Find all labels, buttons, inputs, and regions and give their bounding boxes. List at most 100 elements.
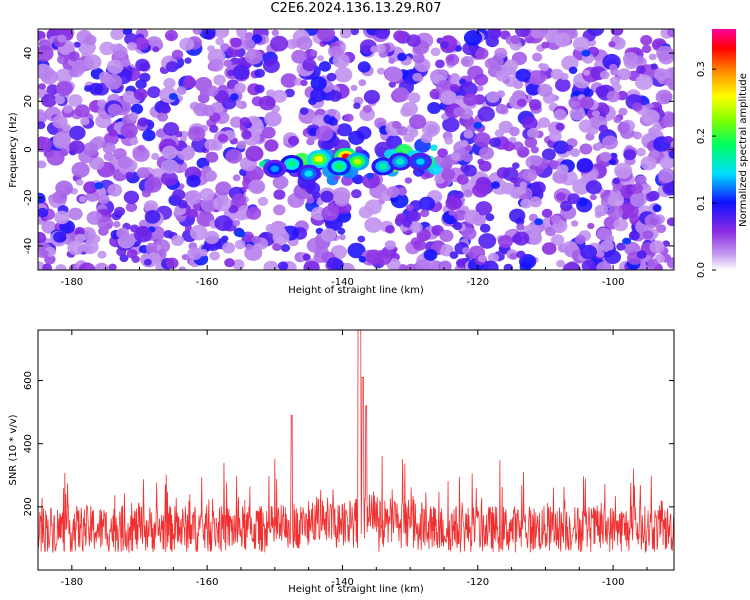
- heatmap-blob: [339, 29, 352, 39]
- heatmap-blob: [123, 190, 140, 204]
- heatmap-blob: [631, 183, 643, 194]
- heatmap-blob: [602, 135, 618, 150]
- heatmap-blob: [587, 29, 605, 37]
- heatmap-hotspot: [395, 158, 405, 165]
- heatmap-blob: [311, 114, 327, 128]
- heatmap-blob: [570, 148, 581, 158]
- heatmap-blob: [38, 192, 46, 204]
- heatmap-blob: [633, 131, 643, 140]
- heatmap-blob: [656, 45, 674, 61]
- heatmap-blob: [527, 128, 540, 139]
- snr-frame: [37, 329, 675, 571]
- heatmap-panel: -180 -160 -140 -120 -100 -40 -20 0 20 40 Height …: [8, 28, 675, 296]
- heatmap-blob: [284, 88, 295, 98]
- heatmap-blob: [640, 35, 653, 46]
- heatmap-blob: [38, 207, 49, 218]
- heatmap-blob: [74, 226, 85, 237]
- heatmap-blob: [205, 151, 219, 163]
- heatmap-blob: [447, 55, 455, 62]
- heatmap-blob: [656, 224, 667, 234]
- colorbar-tick-label: 0.3: [696, 61, 707, 77]
- heatmap-blob: [666, 257, 674, 269]
- heatmap-blob: [199, 29, 216, 40]
- heatmap-blob: [94, 262, 109, 270]
- heatmap-speck: [622, 237, 632, 245]
- heatmap-blob: [38, 45, 54, 62]
- heatmap-hotspot: [334, 163, 344, 170]
- heatmap-blob: [587, 222, 595, 230]
- heatmap-blob: [485, 213, 495, 222]
- heatmap-blob: [386, 186, 400, 198]
- heatmap-blob: [409, 221, 423, 233]
- heatmap-blob: [427, 102, 441, 114]
- heatmap-blob: [319, 29, 331, 39]
- heatmap-blob: [384, 240, 396, 251]
- x-tick-label: -180: [60, 277, 83, 288]
- heatmap-blob: [112, 221, 121, 228]
- heatmap-blob: [184, 57, 192, 64]
- heatmap-blob: [272, 175, 289, 190]
- heatmap-blob: [271, 29, 280, 36]
- colorbar-tick-label: 0.0: [696, 262, 707, 278]
- heatmap-blob: [541, 148, 556, 161]
- heatmap-blob: [555, 192, 566, 201]
- heatmap-blob: [370, 45, 379, 53]
- heatmap-blob: [320, 228, 337, 242]
- heatmap-blob: [205, 85, 219, 97]
- heatmap-blob: [82, 239, 99, 255]
- heatmap-hotspot: [378, 163, 388, 170]
- heatmap-blob: [388, 81, 396, 88]
- heatmap-blob: [385, 225, 395, 234]
- heatmap-blob: [117, 156, 133, 169]
- heatmap-blob: [610, 29, 624, 36]
- heatmap-blob: [163, 77, 176, 89]
- heatmap-blob: [222, 242, 236, 254]
- heatmap-blob: [662, 113, 674, 128]
- heatmap-blob: [67, 240, 85, 256]
- heatmap-blob: [607, 193, 625, 208]
- heatmap-blob: [641, 44, 652, 54]
- heatmap-blob: [68, 51, 80, 62]
- heatmap-blob: [97, 194, 110, 205]
- heatmap-blob: [280, 244, 291, 252]
- heatmap-blob: [478, 160, 492, 172]
- heatmap-blob: [49, 29, 58, 37]
- heatmap-blob: [363, 89, 380, 104]
- heatmap-blob: [607, 205, 624, 220]
- heatmap-blob: [334, 191, 350, 205]
- heatmap-blob: [71, 60, 88, 74]
- heatmap-blob: [213, 74, 226, 86]
- heatmap-blob: [574, 234, 586, 245]
- heatmap-blob: [420, 133, 433, 144]
- heatmap-blob: [144, 177, 162, 193]
- heatmap-blob: [303, 260, 320, 270]
- heatmap-blob: [600, 240, 614, 253]
- heatmap-blob: [239, 117, 251, 127]
- heatmap-blob: [430, 47, 441, 57]
- heatmap-blob: [179, 37, 195, 51]
- heatmap-blob: [38, 109, 45, 119]
- heatmap-blob: [473, 132, 491, 148]
- heatmap-cells: [38, 29, 674, 270]
- heatmap-blob: [183, 76, 197, 89]
- heatmap-blob: [606, 90, 620, 103]
- heatmap-blob: [178, 266, 186, 270]
- heatmap-blob: [570, 220, 579, 227]
- heatmap-blob: [236, 31, 244, 38]
- heatmap-blob: [449, 84, 460, 93]
- heatmap-blob: [444, 136, 454, 145]
- heatmap-blob: [231, 193, 247, 206]
- heatmap-blob: [264, 139, 279, 152]
- heatmap-blob: [452, 221, 463, 231]
- heatmap-blob: [280, 73, 298, 88]
- heatmap-blob: [408, 210, 422, 222]
- heatmap-blob: [270, 35, 289, 52]
- heatmap-hotspot: [304, 170, 313, 177]
- heatmap-blob: [524, 137, 538, 148]
- snr-x-ticks: -180 -160 -140 -120 -100: [37, 330, 648, 588]
- heatmap-blob: [658, 168, 674, 183]
- heatmap-blob: [75, 179, 84, 186]
- heatmap-blob: [143, 200, 159, 213]
- heatmap-blob: [38, 30, 46, 41]
- snr-panel: -180 -160 -140 -120 -100 200 400 600 Height of…: [8, 329, 675, 595]
